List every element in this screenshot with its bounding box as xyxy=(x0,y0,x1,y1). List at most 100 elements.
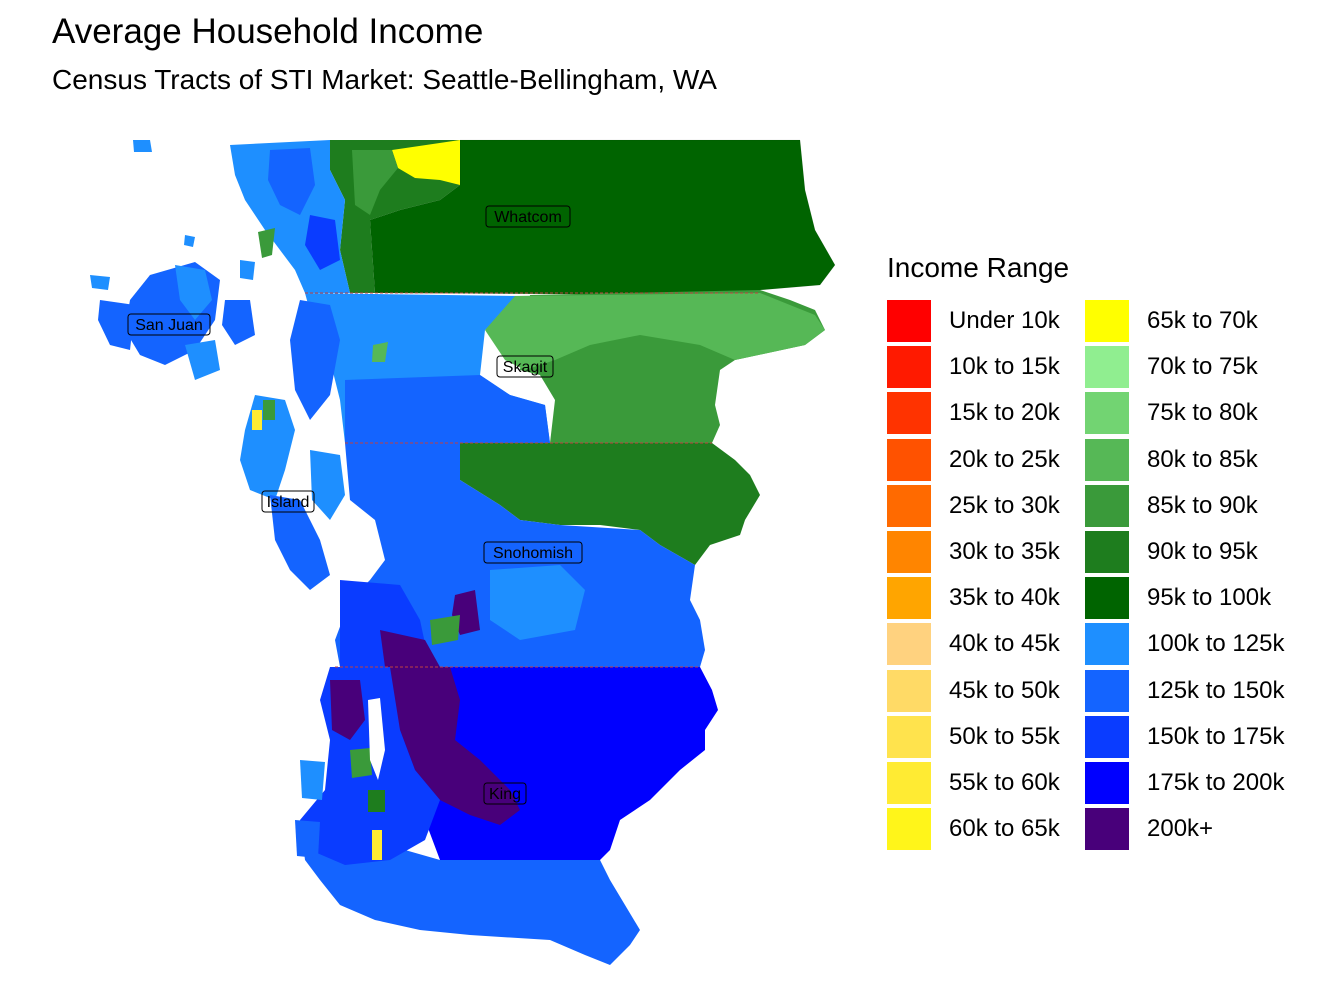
county-borders xyxy=(305,292,760,668)
county-snohomish xyxy=(335,443,760,667)
legend-item: 95k to 100k xyxy=(1085,575,1283,621)
county-whatcom xyxy=(230,139,836,296)
legend-label: 65k to 70k xyxy=(1147,307,1258,335)
legend-swatch xyxy=(887,669,931,712)
legend-swatch xyxy=(887,761,931,804)
legend-label: 100k to 125k xyxy=(1147,630,1285,658)
legend-label: 10k to 15k xyxy=(949,353,1060,381)
legend-item: 80k to 85k xyxy=(1085,437,1283,483)
king-lake xyxy=(368,698,385,780)
legend-label: 70k to 75k xyxy=(1147,353,1258,381)
legend-columns: Under 10k 10k to 15k 15k to 20k 20k to 25k 2… xyxy=(887,298,1327,852)
san-juan-south-island xyxy=(185,340,220,380)
legend-label: 125k to 150k xyxy=(1147,676,1285,704)
legend-swatch xyxy=(1085,669,1129,712)
legend-swatch xyxy=(1085,346,1129,389)
san-juan-islet-a xyxy=(133,140,152,152)
san-juan-east-island xyxy=(222,300,255,345)
legend-label: 95k to 100k xyxy=(1147,584,1272,612)
island-camano xyxy=(310,450,345,520)
san-juan-islet-b xyxy=(184,235,195,247)
legend-label: 60k to 65k xyxy=(949,815,1060,843)
legend-swatch xyxy=(1085,715,1129,758)
choropleth-map: Whatcom San Juan Skagit Island Snohomish… xyxy=(90,139,836,965)
legend-swatch xyxy=(1085,438,1129,481)
legend-label: 20k to 25k xyxy=(949,445,1060,473)
legend-swatch xyxy=(887,715,931,758)
skagit-small-tract xyxy=(372,342,388,362)
legend-label: 50k to 55k xyxy=(949,722,1060,750)
legend-item: 55k to 60k xyxy=(887,760,1085,806)
legend-swatch xyxy=(1085,484,1129,527)
legend-item: 70k to 75k xyxy=(1085,344,1283,390)
legend-item: 10k to 15k xyxy=(887,344,1085,390)
legend-item: 100k to 125k xyxy=(1085,621,1285,667)
legend-swatch xyxy=(1085,623,1129,666)
label-skagit: Skagit xyxy=(496,355,554,378)
whatcom-north-tract xyxy=(392,140,460,185)
legend-item: 175k to 200k xyxy=(1085,760,1285,806)
legend-item: 85k to 90k xyxy=(1085,483,1283,529)
legend-title: Income Range xyxy=(887,252,1070,283)
san-juan-islet-d xyxy=(240,260,255,280)
legend-item: 75k to 80k xyxy=(1085,390,1283,436)
island-green-tract xyxy=(263,400,275,420)
legend-swatch xyxy=(887,577,931,620)
skagit-north-tract xyxy=(485,293,825,370)
snohomish-green-tract xyxy=(430,615,460,645)
legend-swatch xyxy=(887,392,931,435)
legend-swatch xyxy=(887,531,931,574)
snohomish-purple-tract xyxy=(380,630,440,667)
legend-label: 15k to 20k xyxy=(949,399,1060,427)
label-snohomish-text: Snohomish xyxy=(493,545,573,562)
label-snohomish: Snohomish xyxy=(483,541,583,564)
legend-column-2: 65k to 70k 70k to 75k 75k to 80k 80k to 85k… xyxy=(1085,298,1285,852)
king-purple-tract xyxy=(385,667,520,825)
skagit-south-tract xyxy=(345,375,550,443)
whatcom-mid-tract xyxy=(352,150,398,215)
legend-swatch xyxy=(887,484,931,527)
chart-title: Average Household Income xyxy=(52,12,484,51)
legend-swatch xyxy=(887,300,931,343)
legend-swatch xyxy=(1085,392,1129,435)
snohomish-inner-tract xyxy=(490,565,585,640)
label-san-juan-text: San Juan xyxy=(135,317,203,334)
whatcom-west-tract-b xyxy=(268,148,315,215)
legend-label: 30k to 35k xyxy=(949,538,1060,566)
legend-label: 45k to 50k xyxy=(949,676,1060,704)
san-juan-orcas-island xyxy=(175,265,212,320)
legend-label: 25k to 30k xyxy=(949,491,1060,519)
snohomish-east-tract xyxy=(460,443,760,565)
county-island xyxy=(240,395,345,590)
legend-swatch xyxy=(887,808,931,851)
legend-swatch xyxy=(1085,531,1129,574)
legend-label: 90k to 95k xyxy=(1147,538,1258,566)
legend-label: 175k to 200k xyxy=(1147,768,1285,796)
county-labels: Whatcom San Juan Skagit Island Snohomish… xyxy=(127,205,583,805)
legend-label: 35k to 40k xyxy=(949,584,1060,612)
label-skagit-text: Skagit xyxy=(503,359,548,376)
king-green-tract-b xyxy=(368,790,385,812)
legend-item: 15k to 20k xyxy=(887,390,1085,436)
legend-item: 125k to 150k xyxy=(1085,668,1285,714)
legend-item: 50k to 55k xyxy=(887,714,1085,760)
legend-item: 150k to 175k xyxy=(1085,714,1284,760)
legend-item: 25k to 30k xyxy=(887,483,1085,529)
legend-label: 55k to 60k xyxy=(949,768,1060,796)
county-san-juan xyxy=(90,140,255,380)
label-island: Island xyxy=(261,490,315,513)
whatcom-west-tract-c xyxy=(305,215,340,270)
label-san-juan: San Juan xyxy=(127,313,211,336)
legend-item: 40k to 45k xyxy=(887,621,1085,667)
legend-label: 80k to 85k xyxy=(1147,445,1258,473)
whatcom-island-tract xyxy=(258,228,275,258)
label-island-text: Island xyxy=(267,494,310,511)
king-yellow-tract xyxy=(372,830,382,860)
legend-swatch xyxy=(887,623,931,666)
king-island-tract xyxy=(295,820,320,858)
legend-swatch xyxy=(1085,577,1129,620)
legend-item: 20k to 25k xyxy=(887,437,1085,483)
label-king-text: King xyxy=(489,786,521,803)
chart-subtitle: Census Tracts of STI Market: Seattle-Bel… xyxy=(52,64,717,95)
legend: Income Range Under 10k 10k to 15k 15k to 2… xyxy=(887,252,1327,852)
